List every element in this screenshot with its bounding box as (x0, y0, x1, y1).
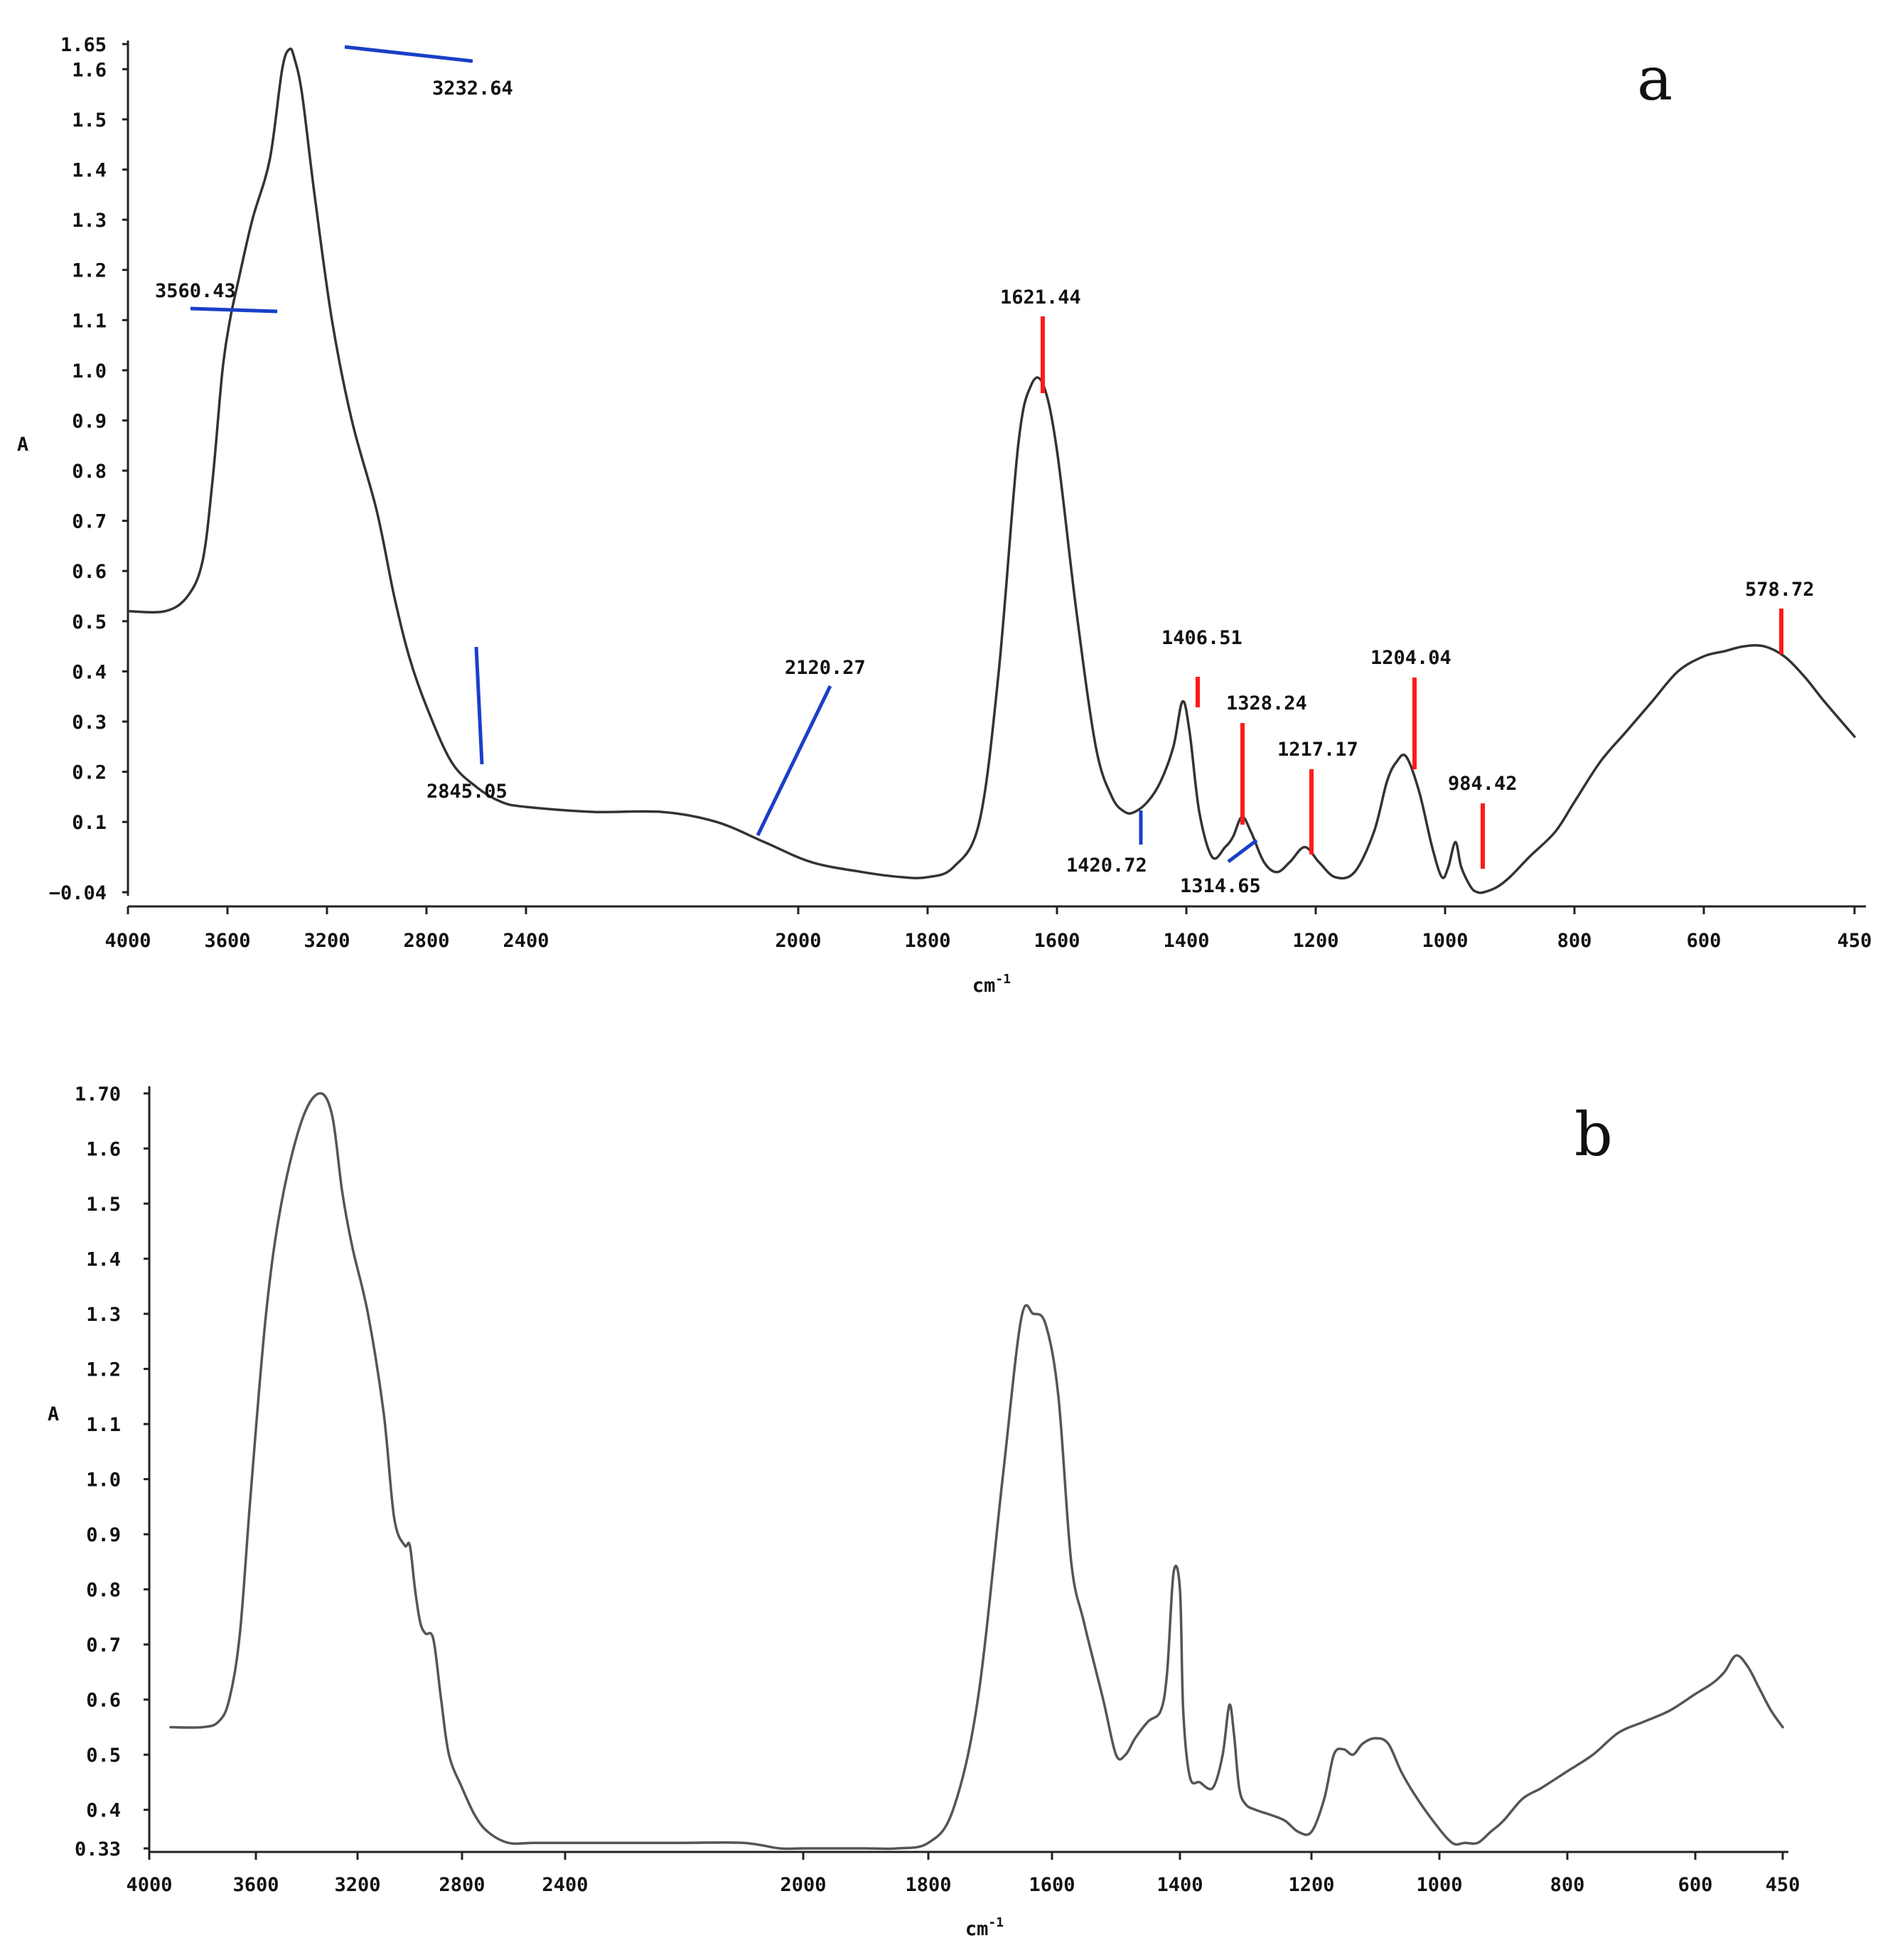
x-tick-label-a: 600 (1687, 930, 1722, 952)
y-tick-label-a: 0.6 (72, 561, 107, 583)
x-tick-label-b: 2800 (439, 1874, 485, 1896)
peak-label-3232.64: 3232.64 (432, 77, 513, 100)
x-tick-label-b: 600 (1678, 1874, 1713, 1896)
x-axis-title-a: cm-1 (972, 972, 1011, 997)
y-tick-label-a: 0.1 (72, 812, 107, 834)
peak-label-1328.24: 1328.24 (1226, 692, 1307, 714)
peak-label-984.42: 984.42 (1448, 773, 1518, 795)
peak-label-1217.17: 1217.17 (1277, 739, 1358, 761)
x-tick-label-b: 800 (1550, 1874, 1585, 1896)
x-tick-label-a: 1200 (1292, 930, 1338, 952)
x-tick-label-b: 2000 (780, 1874, 826, 1896)
x-tick-label-a: 1600 (1034, 930, 1080, 952)
y-tick-label-b: 1.6 (86, 1139, 121, 1161)
x-tick-label-a: 4000 (104, 930, 151, 952)
x-tick-label-a: 3200 (304, 930, 350, 952)
y-tick-label-b: 0.9 (86, 1524, 121, 1546)
x-tick-label-b: 1800 (905, 1874, 951, 1896)
peak-label-2120.27: 2120.27 (785, 657, 866, 679)
peak-marker-2845.05 (474, 646, 484, 765)
y-tick-label-a: 1.5 (72, 109, 107, 132)
x-tick-label-b: 4000 (126, 1874, 172, 1896)
x-axis-title-b: cm-1 (965, 1915, 1004, 1940)
y-tick-label-b: 1.4 (86, 1249, 121, 1271)
y-tick-label-b: 1.70 (75, 1083, 121, 1105)
x-tick-label-a: 2000 (775, 930, 821, 952)
x-tick-label-b: 1000 (1416, 1874, 1462, 1896)
y-tick-label-a: 1.0 (72, 360, 107, 382)
peak-marker-3232.64 (344, 45, 473, 63)
y-tick-label-b: 0.7 (86, 1634, 121, 1656)
x-tick-label-a: 1400 (1163, 930, 1209, 952)
x-tick-label-a: 2800 (403, 930, 449, 952)
y-tick-label-b: 0.33 (75, 1838, 121, 1860)
y-tick-label-b: 1.2 (86, 1359, 121, 1381)
y-tick-label-b: 1.1 (86, 1414, 121, 1436)
x-tick-label-b: 2400 (542, 1874, 588, 1896)
y-tick-label-b: 1.3 (86, 1304, 121, 1326)
y-tick-label-a: 1.65 (60, 34, 107, 56)
x-tick-label-b: 3600 (232, 1874, 279, 1896)
peak-label-1420.72: 1420.72 (1066, 855, 1147, 877)
x-tick-label-b: 3200 (334, 1874, 380, 1896)
x-tick-label-a: 1800 (904, 930, 950, 952)
x-tick-label-a: 1000 (1422, 930, 1468, 952)
peak-label-1204.04: 1204.04 (1370, 647, 1451, 669)
peak-label-1406.51: 1406.51 (1161, 627, 1242, 649)
peak-label-1621.44: 1621.44 (1000, 286, 1081, 309)
panel-letter-a: a (1637, 44, 1673, 114)
y-tick-label-a: 1.4 (72, 159, 107, 181)
y-axis-title-a: A (17, 434, 28, 456)
y-tick-label-a: 0.7 (72, 511, 107, 533)
y-tick-label-a: −0.04 (49, 882, 107, 904)
panel-a-chart: 4000 3600 3200 2800 2400 2000 1800 1600 1400 1200… (17, 34, 1872, 997)
y-tick-label-a: 0.4 (72, 661, 107, 683)
y-tick-label-b: 1.5 (86, 1194, 121, 1216)
x-tick-label-b: 1600 (1029, 1874, 1075, 1896)
spectrum-line-b (169, 1092, 1784, 1851)
y-tick-label-a: 0.3 (72, 712, 107, 734)
y-tick-label-a: 0.9 (72, 410, 107, 432)
y-tick-label-b: 0.5 (86, 1745, 121, 1767)
peak-label-3560.43: 3560.43 (155, 280, 236, 302)
y-tick-label-a: 1.6 (72, 59, 107, 81)
x-tick-label-a: 3600 (204, 930, 250, 952)
peak-marker-3560.43 (190, 306, 278, 314)
y-tick-label-a: 1.3 (72, 210, 107, 232)
peak-marker-1314.65 (1227, 839, 1258, 863)
y-tick-label-a: 1.2 (72, 260, 107, 282)
x-tick-label-a: 2400 (503, 930, 549, 952)
spectrum-line-a (127, 47, 1856, 894)
x-tick-label-a: 800 (1557, 930, 1592, 952)
peak-label-1314.65: 1314.65 (1180, 875, 1261, 897)
y-tick-label-b: 1.0 (86, 1469, 121, 1492)
y-tick-label-b: 0.6 (86, 1690, 121, 1712)
y-tick-label-a: 0.8 (72, 461, 107, 483)
x-tick-label-b: 1200 (1288, 1874, 1334, 1896)
x-tick-label-a: 450 (1837, 930, 1872, 952)
panel-letter-b: b (1574, 1100, 1613, 1169)
y-tick-label-b: 0.8 (86, 1580, 121, 1602)
peak-label-578.72: 578.72 (1745, 579, 1815, 601)
peak-label-2845.05: 2845.05 (426, 781, 508, 803)
x-tick-label-b: 450 (1766, 1874, 1800, 1896)
panel-b-chart: 4000 3600 3200 2800 2400 2000 1800 1600 1400 1200… (48, 1083, 1800, 1940)
x-tick-label-b: 1400 (1156, 1874, 1203, 1896)
y-tick-label-a: 0.2 (72, 762, 107, 784)
peak-marker-2120.27 (756, 685, 832, 837)
y-tick-label-a: 1.1 (72, 310, 107, 332)
y-tick-label-b: 0.4 (86, 1800, 121, 1822)
y-axis-title-b: A (48, 1403, 59, 1425)
y-tick-label-a: 0.5 (72, 611, 107, 633)
